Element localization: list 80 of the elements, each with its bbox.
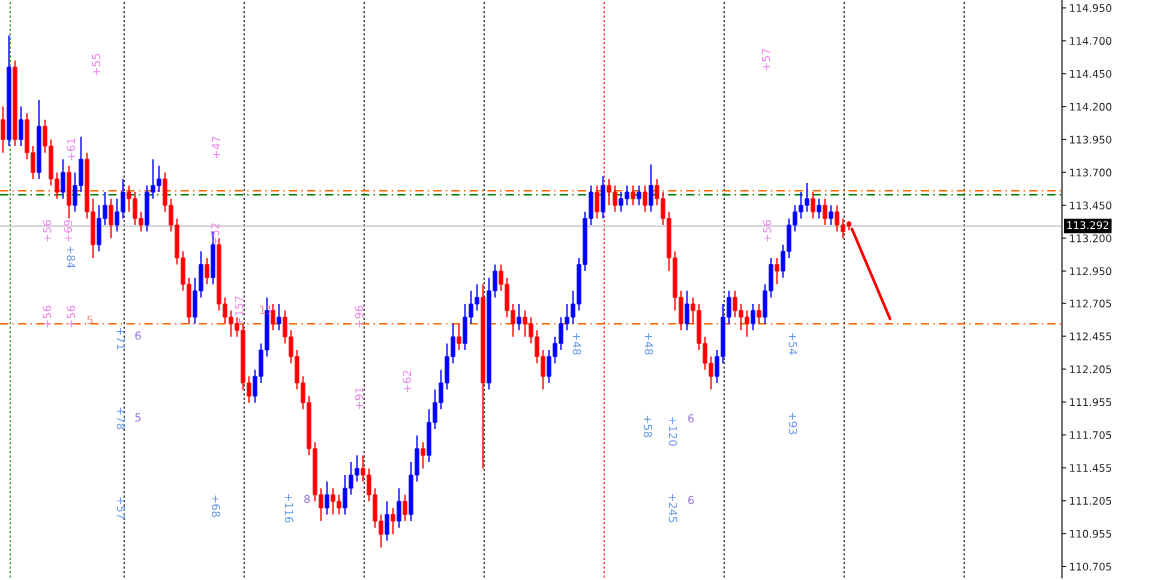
- y-tick-label: 113.700: [1070, 168, 1112, 177]
- annotation: +93: [788, 412, 798, 435]
- candlestick: [636, 184, 642, 206]
- annotation: +78: [116, 407, 126, 430]
- annotation: +58: [643, 415, 653, 438]
- candlestick: [630, 184, 636, 206]
- y-tick-label: 111.455: [1070, 464, 1112, 472]
- y-tick-label: 112.205: [1070, 365, 1112, 374]
- annotation: +245: [668, 493, 678, 523]
- candlestick: [810, 191, 816, 220]
- annotation: 6: [688, 414, 694, 423]
- candlestick: [750, 303, 756, 331]
- candlestick: [108, 198, 114, 239]
- candlestick: [420, 441, 426, 470]
- annotation: +68: [211, 495, 221, 517]
- annotation: +56: [42, 220, 52, 242]
- y-tick-label: 112.455: [1070, 332, 1112, 341]
- y-tick-label: 114.700: [1070, 37, 1112, 45]
- annotation: +56: [66, 305, 76, 328]
- annotation: +71: [116, 328, 126, 350]
- candlestick: [270, 303, 276, 331]
- candlestick: [384, 500, 390, 542]
- annotation: 6: [688, 495, 694, 505]
- annotation: 8: [304, 494, 310, 504]
- candlestick: [18, 105, 24, 147]
- candlestick: [756, 303, 762, 325]
- y-tick-label: 112.705: [1070, 299, 1112, 308]
- annotation: +56: [762, 220, 772, 242]
- candlestick: [60, 158, 66, 200]
- candlestick: [684, 290, 690, 331]
- annotation: +55: [91, 53, 101, 76]
- y-tick-label: 114.950: [1070, 4, 1112, 12]
- annotation: 6: [135, 331, 141, 340]
- annotation: +116: [284, 493, 294, 523]
- y-tick-label: 111.205: [1070, 496, 1112, 505]
- y-tick-label: 114.450: [1070, 69, 1112, 78]
- annotation: +69: [63, 220, 73, 242]
- ref-line-label: 113.292: [1067, 221, 1109, 230]
- candlestick: [0, 105, 6, 154]
- y-tick-label: 114.200: [1070, 102, 1112, 111]
- annotation: +61: [66, 138, 76, 160]
- annotation: 5: [135, 413, 141, 422]
- y-tick-label: 113.200: [1070, 234, 1112, 243]
- candlestick: [648, 163, 654, 213]
- candlestick: [828, 204, 834, 226]
- y-tick-label: 112.950: [1070, 267, 1112, 276]
- annotation: +48: [644, 333, 654, 355]
- annotation: +84: [66, 246, 76, 269]
- y-tick-label: 110.955: [1070, 529, 1112, 538]
- candlestick: [516, 303, 522, 331]
- candlestick: [402, 494, 408, 522]
- annotation: +62: [402, 370, 412, 393]
- candlestick: [822, 198, 828, 226]
- annotation: +157: [234, 296, 244, 325]
- y-tick-label: 113.450: [1070, 201, 1112, 210]
- candlestick: [594, 184, 600, 220]
- annotation: +57: [116, 497, 126, 519]
- y-tick-label: 111.955: [1070, 398, 1112, 407]
- candlestick: [324, 480, 330, 516]
- annotation: +56: [42, 305, 52, 328]
- candlestick: [456, 323, 462, 351]
- annotation: 5: [87, 315, 93, 324]
- candlestick: [390, 507, 396, 535]
- annotation: +48: [572, 333, 582, 355]
- candlestick: [642, 184, 648, 213]
- y-tick-label: 111.705: [1070, 431, 1112, 440]
- annotation: +52: [210, 223, 220, 245]
- annotation: +120: [668, 417, 678, 446]
- candlestick: [396, 487, 402, 529]
- candlestick: [774, 257, 780, 285]
- annotation: +47: [211, 136, 221, 158]
- candlestick: [204, 257, 210, 285]
- y-tick-label: 110.705: [1070, 562, 1112, 571]
- annotation: +57: [761, 48, 771, 71]
- annotation: +91: [354, 387, 364, 409]
- candlestick: [276, 303, 282, 331]
- candlestick: [816, 198, 822, 220]
- annotation: +54: [788, 333, 798, 355]
- y-tick-label: 113.950: [1070, 135, 1112, 144]
- annotation: +96: [354, 305, 364, 328]
